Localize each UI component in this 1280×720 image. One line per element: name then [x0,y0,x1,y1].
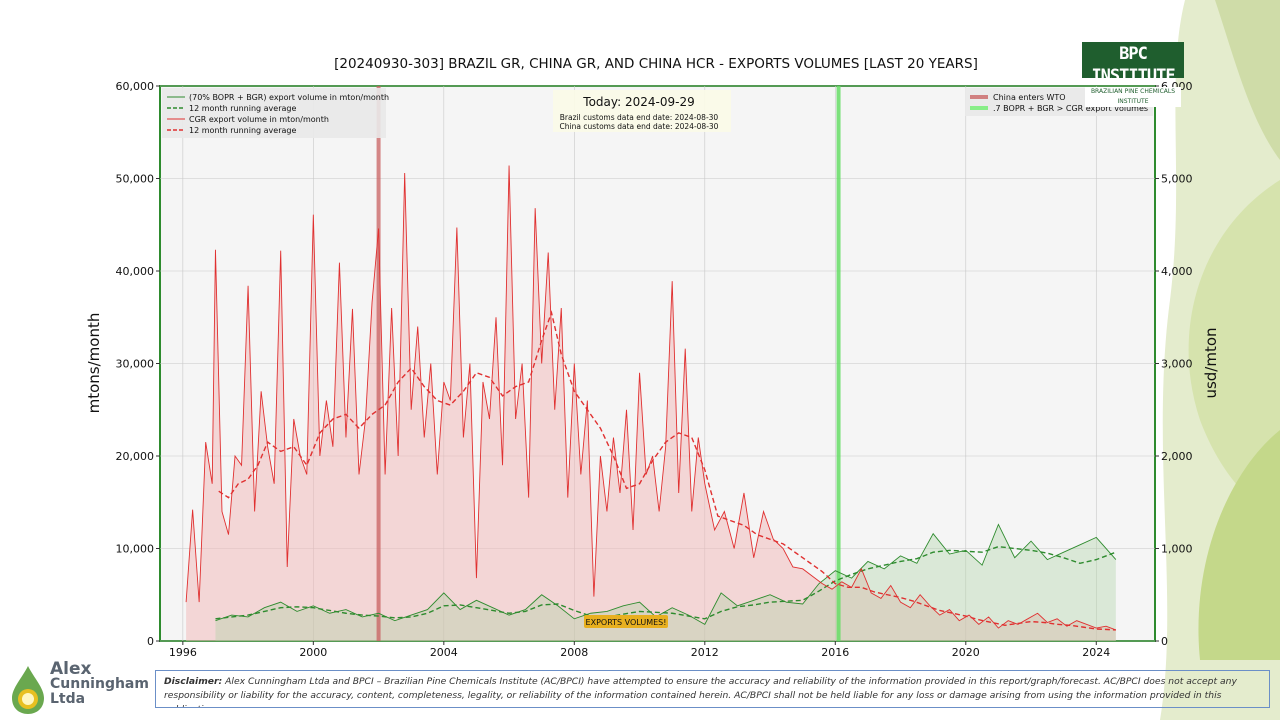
x-tick-label: 2020 [952,646,980,659]
y-right-tick-label: 1,000 [1161,543,1193,556]
company-name: Alex Cunningham Ltda [50,659,149,707]
y-axis-ticks: 0 10,000 20,000 30,000 40,000 50,000 60,000 [116,80,160,648]
exports-badge-label: EXPORTS VOLUMES! [586,618,667,627]
y-right-tick-label: 5,000 [1161,173,1193,186]
disclaimer: Disclaimer: Alex Cunningham Ltda and BPC… [155,670,1270,708]
y-right-tick-label: 3,000 [1161,358,1193,371]
y-right-tick-label: 0 [1161,635,1168,648]
x-tick-label: 2024 [1082,646,1110,659]
brazil-running-average-line [215,545,1117,620]
chart-title: [20240930-303] BRAZIL GR, CHINA GR, AND … [334,56,978,72]
y-axis-label: mtons/month [85,313,103,414]
background-decoration [1160,0,1280,720]
series-fills [186,165,1116,642]
date-annotation-box [553,90,731,132]
legend-entry-green-avg: 12 month running average [189,104,296,113]
x-tick-label: 1996 [169,646,197,659]
x-tick-label: 2008 [560,646,588,659]
date-annotation: Today: 2024-09-29 Brazil customs data en… [553,90,731,132]
alex-cunningham-logo: Alex Cunningham Ltda [8,659,149,716]
disclaimer-label: Disclaimer: [164,676,223,687]
y-right-tick-label: 2,000 [1161,450,1193,463]
y-axis-right-label: usd/mton [1202,327,1220,398]
cgr-running-average-line [218,310,1116,631]
brazil-data-end-label: Brazil customs data end date: 2024-08-30 [560,113,719,122]
legend-entry-crossover: .7 BOPR + BGR > CGR export volumes [993,104,1148,113]
x-tick-label: 2004 [430,646,458,659]
crossover-marker [836,86,841,641]
y-tick-label: 0 [147,635,154,648]
series-lines [185,165,1117,631]
x-tick-label: 2016 [821,646,849,659]
bpc-logo-title: BPC INSTITUTE [1091,44,1175,86]
cgr-export-line [185,165,1117,631]
legend-left: (70% BOPR + BGR) export volume in mton/m… [162,88,389,138]
bpc-institute-logo: BPC INSTITUTE BRAZILIAN PINE CHEMICALS I… [1082,42,1184,107]
exports-badge: EXPORTS VOLUMES! [584,615,668,628]
legend-entry-red-avg: 12 month running average [189,126,296,135]
legend-left-box [162,88,386,138]
y-right-tick-label: 4,000 [1161,265,1193,278]
drop-icon [12,666,44,714]
bpc-logo-subtitle: BRAZILIAN PINE CHEMICALS INSTITUTE [1085,87,1181,107]
cgr-area-fill [186,165,1116,642]
today-label: Today: 2024-09-29 [582,95,694,109]
disclaimer-text: Alex Cunningham Ltda and BPCI – Brazilia… [164,676,1237,707]
legend-entry-green: (70% BOPR + BGR) export volume in mton/m… [189,93,389,102]
exports-badge-box [584,615,668,628]
china-data-end-label: China customs data end date: 2024-08-30 [560,122,719,131]
legend-entry-wto: China enters WTO [993,93,1066,102]
y-tick-label: 40,000 [116,265,155,278]
legend-entry-red: CGR export volume in mton/month [189,115,329,124]
y-tick-label: 20,000 [116,450,155,463]
company-name-line3: Ltda [50,691,86,707]
y-tick-label: 60,000 [116,80,155,93]
y-tick-label: 30,000 [116,358,155,371]
x-tick-label: 2012 [691,646,719,659]
company-name-line2: Cunningham [50,676,149,692]
brazil-area-fill [215,524,1116,641]
x-tick-label: 2000 [299,646,327,659]
wto-marker [376,86,381,641]
vertical-markers [376,86,841,641]
company-name-line1: Alex [50,659,92,679]
y-tick-label: 50,000 [116,173,155,186]
x-axis-ticks: 1996 2000 2004 2008 2012 2016 2020 2024 [169,641,1110,659]
y-tick-label: 10,000 [116,543,155,556]
